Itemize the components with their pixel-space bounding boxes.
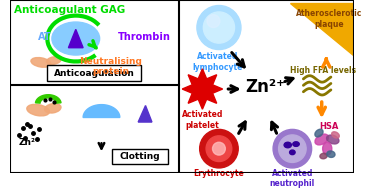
Polygon shape <box>83 105 120 118</box>
Ellipse shape <box>327 135 339 144</box>
Polygon shape <box>36 95 61 103</box>
Ellipse shape <box>52 22 100 55</box>
Polygon shape <box>290 3 353 55</box>
Text: Anticoagulation: Anticoagulation <box>54 69 135 78</box>
Ellipse shape <box>293 142 299 146</box>
Ellipse shape <box>315 129 323 137</box>
Text: High FFA levels: High FFA levels <box>291 66 357 75</box>
Text: Activated
lymphocyte: Activated lymphocyte <box>193 52 243 72</box>
Text: HSA: HSA <box>320 122 339 131</box>
Text: Zn²⁺: Zn²⁺ <box>19 138 41 147</box>
Ellipse shape <box>46 57 61 64</box>
Ellipse shape <box>320 153 327 159</box>
Ellipse shape <box>27 104 50 116</box>
Text: Neutralising
protein: Neutralising protein <box>79 57 142 76</box>
Circle shape <box>206 136 232 162</box>
Circle shape <box>197 5 241 50</box>
Text: Atherosclerotic
plaque: Atherosclerotic plaque <box>296 9 362 29</box>
Circle shape <box>279 135 306 162</box>
Ellipse shape <box>31 58 51 67</box>
Circle shape <box>200 129 238 168</box>
Text: Anticoagulant GAG: Anticoagulant GAG <box>14 5 126 15</box>
Text: Thrombin: Thrombin <box>118 32 171 42</box>
Text: Zn²⁺: Zn²⁺ <box>245 78 285 96</box>
Ellipse shape <box>284 142 291 148</box>
Polygon shape <box>138 105 152 122</box>
Circle shape <box>203 12 234 43</box>
Ellipse shape <box>332 132 339 138</box>
Ellipse shape <box>45 104 61 113</box>
Text: Clotting: Clotting <box>120 153 160 161</box>
Circle shape <box>273 129 312 168</box>
Ellipse shape <box>322 142 332 155</box>
FancyBboxPatch shape <box>47 65 141 81</box>
Text: Activated
platelet: Activated platelet <box>182 110 223 129</box>
Polygon shape <box>182 69 223 109</box>
Ellipse shape <box>290 150 295 155</box>
Ellipse shape <box>315 134 328 145</box>
FancyBboxPatch shape <box>112 149 168 164</box>
Text: AT: AT <box>38 32 51 42</box>
Text: Erythrocyte: Erythrocyte <box>194 169 244 178</box>
Circle shape <box>213 142 225 155</box>
Ellipse shape <box>327 151 335 157</box>
Circle shape <box>207 15 220 28</box>
Text: Activated
neutrophil: Activated neutrophil <box>270 169 315 188</box>
Polygon shape <box>68 29 83 48</box>
